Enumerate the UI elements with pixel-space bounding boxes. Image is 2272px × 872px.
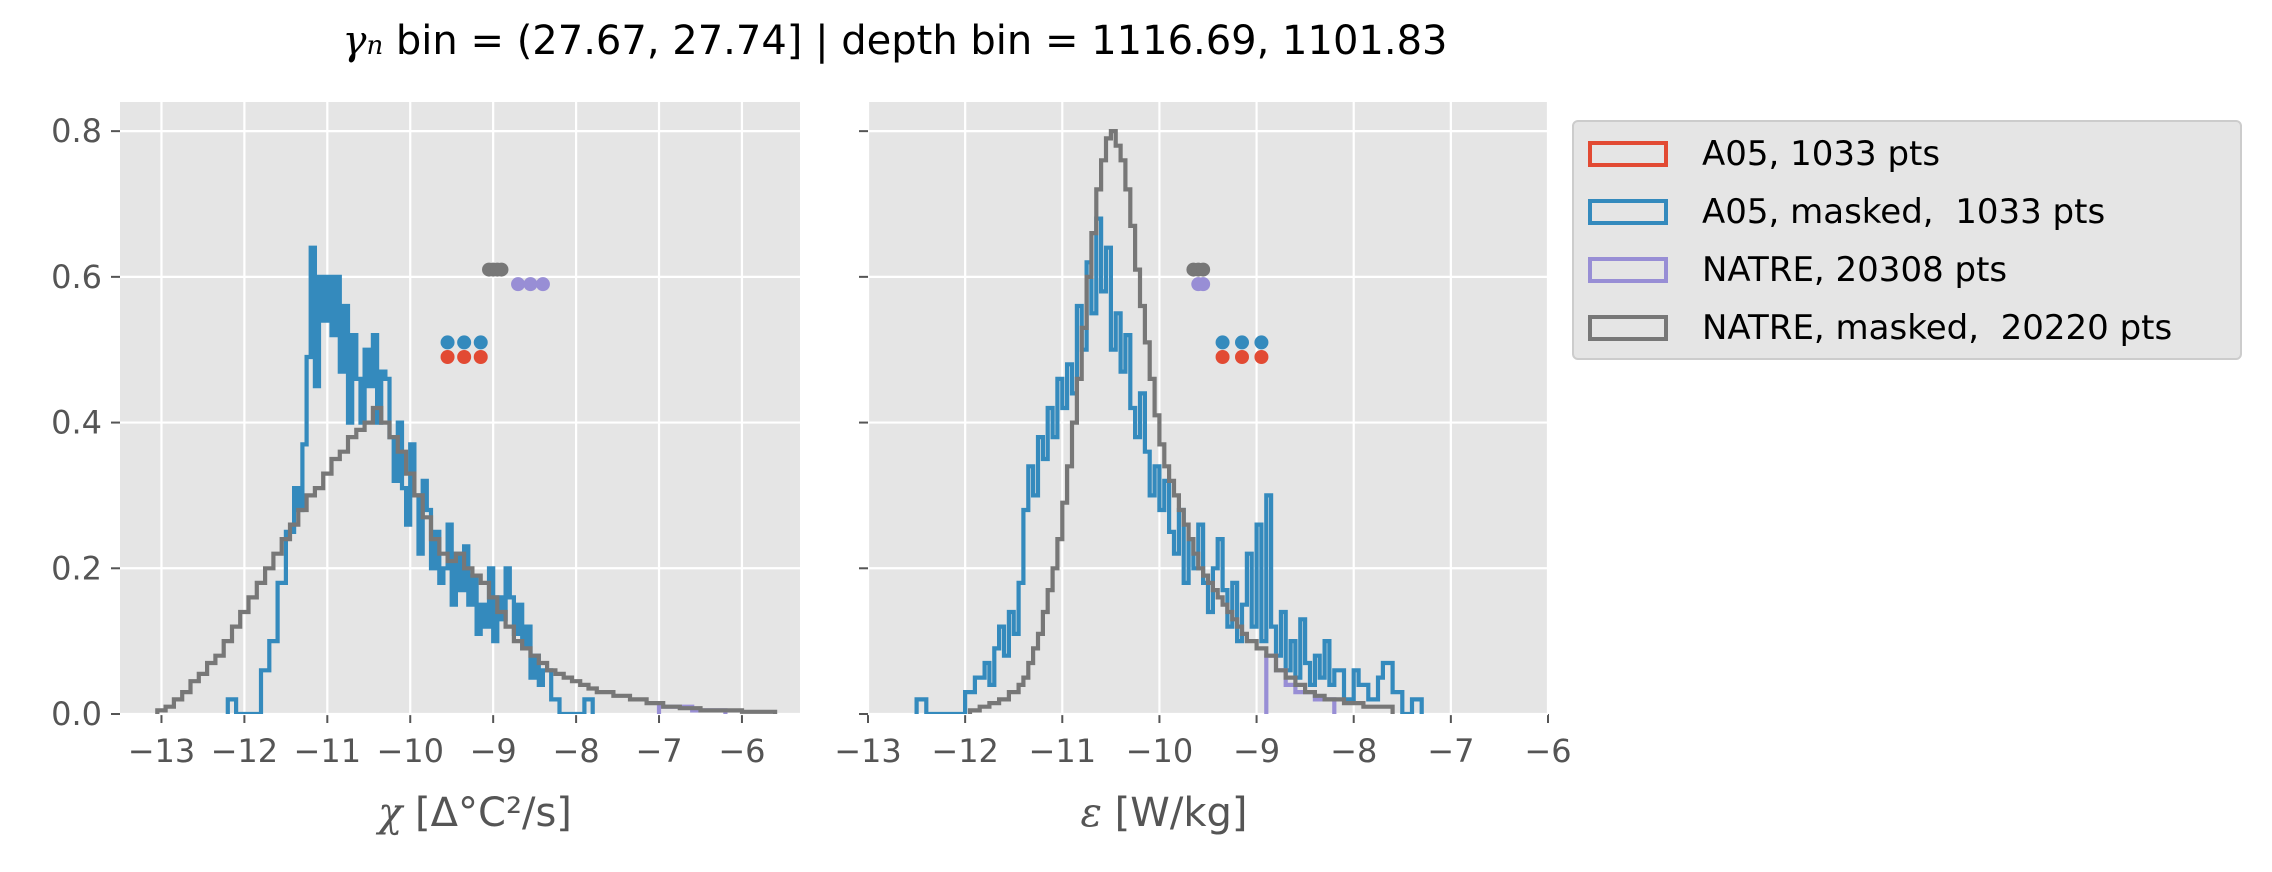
eps-percentile-marker [1196, 277, 1211, 292]
legend-label-natre-masked: NATRE, masked, 20220 pts [1702, 308, 2173, 348]
chi-x-tick-label: −12 [211, 732, 279, 770]
chi-axis-label: χ [Δ°C²/s] [175, 790, 775, 836]
eps-plot-background [868, 102, 1548, 714]
eps-x-tick-label: −7 [1427, 732, 1474, 770]
eps-x-tick-label: −12 [931, 732, 999, 770]
figure-title: γn bin = (27.67, 27.74] | depth bin = 11… [0, 18, 1790, 64]
epsilon-histogram-axes: −13 −12 −11 −10 −9 −8 −7 −6 [834, 102, 1572, 770]
chi-units: [Δ°C²/s] [402, 790, 572, 836]
eps-x-tick-label: −11 [1029, 732, 1097, 770]
title-text: bin = (27.67, 27.74] | depth bin = 1116.… [383, 18, 1448, 64]
legend-item-a05: A05, 1033 pts [1588, 134, 1940, 174]
legend: A05, 1033 pts A05, masked, 1033 pts NATR… [1572, 120, 2242, 360]
eps-x-tick-label: −9 [1233, 732, 1280, 770]
legend-swatch-natre-masked [1588, 315, 1668, 341]
eps-percentile-marker [1254, 335, 1269, 350]
chi-y-tick-label: 0.0 [51, 695, 102, 733]
chi-y-tick-label: 0.6 [51, 258, 102, 296]
eps-percentile-marker [1215, 350, 1230, 364]
legend-swatch-natre [1588, 257, 1668, 283]
chi-histogram-axes: −13 −12 −11 −10 −9 −8 −7 −6 0.0 0.2 0.4 0.6 0.8 [51, 102, 800, 770]
chi-x-tick-label: −13 [128, 732, 196, 770]
eps-histogram-natre-masked-20220-pts [967, 129, 1395, 714]
eps-x-tick-label: −10 [1126, 732, 1194, 770]
epsilon-units: [W/kg] [1101, 790, 1248, 836]
eps-histogram-a05-masked-1033-pts [914, 216, 1424, 714]
eps-x-tick-label: −13 [834, 732, 902, 770]
eps-percentile-marker [1196, 262, 1211, 277]
legend-item-natre: NATRE, 20308 pts [1588, 250, 2007, 290]
chi-percentile-marker [457, 335, 472, 350]
chi-percentile-marker [523, 277, 538, 292]
chi-plot-background [120, 102, 800, 714]
legend-item-natre-masked: NATRE, masked, 20220 pts [1588, 308, 2172, 348]
epsilon-symbol: ε [1080, 790, 1102, 836]
chi-x-tick-label: −8 [553, 732, 600, 770]
eps-percentile-marker [1235, 350, 1249, 364]
title-gamma-symbol: γ [342, 18, 367, 64]
chi-y-tick-label: 0.4 [51, 404, 102, 442]
chi-percentile-marker [457, 350, 472, 364]
chi-x-tick-label: −10 [376, 732, 444, 770]
legend-label-a05: A05, 1033 pts [1702, 134, 1941, 174]
eps-percentile-marker [1235, 335, 1249, 350]
chi-histogram-natre-masked-20220-pts [155, 405, 778, 714]
eps-x-tick-label: −8 [1330, 732, 1377, 770]
chi-y-tick-label: 0.8 [51, 112, 102, 150]
eps-x-tick-label: −6 [1524, 732, 1571, 770]
chi-histogram-a05-masked-1033-pts [225, 245, 595, 714]
chi-x-tick-label: −11 [294, 732, 362, 770]
legend-swatch-a05-masked [1588, 199, 1668, 225]
epsilon-axis-label: ε [W/kg] [864, 790, 1464, 836]
chi-x-tick-label: −9 [470, 732, 517, 770]
chi-percentile-marker [535, 277, 550, 292]
chi-percentile-marker [440, 335, 455, 350]
chi-percentile-marker [511, 277, 526, 292]
chi-percentile-marker [494, 262, 509, 277]
legend-label-natre: NATRE, 20308 pts [1702, 250, 2008, 290]
chi-y-tick-label: 0.2 [51, 549, 102, 587]
chi-percentile-marker [473, 335, 488, 350]
eps-percentile-marker [1254, 350, 1269, 364]
chi-symbol: χ [378, 790, 403, 836]
chi-percentile-marker [440, 350, 455, 364]
chi-x-tick-label: −6 [718, 732, 765, 770]
legend-label-a05-masked: A05, masked, 1033 pts [1702, 192, 2106, 232]
chi-percentile-marker [473, 350, 488, 364]
legend-swatch-a05 [1588, 141, 1668, 167]
eps-percentile-marker [1215, 335, 1230, 350]
title-gamma-subscript: n [366, 31, 384, 61]
chi-x-tick-label: −7 [635, 732, 682, 770]
legend-item-a05-masked: A05, masked, 1033 pts [1588, 192, 2105, 232]
